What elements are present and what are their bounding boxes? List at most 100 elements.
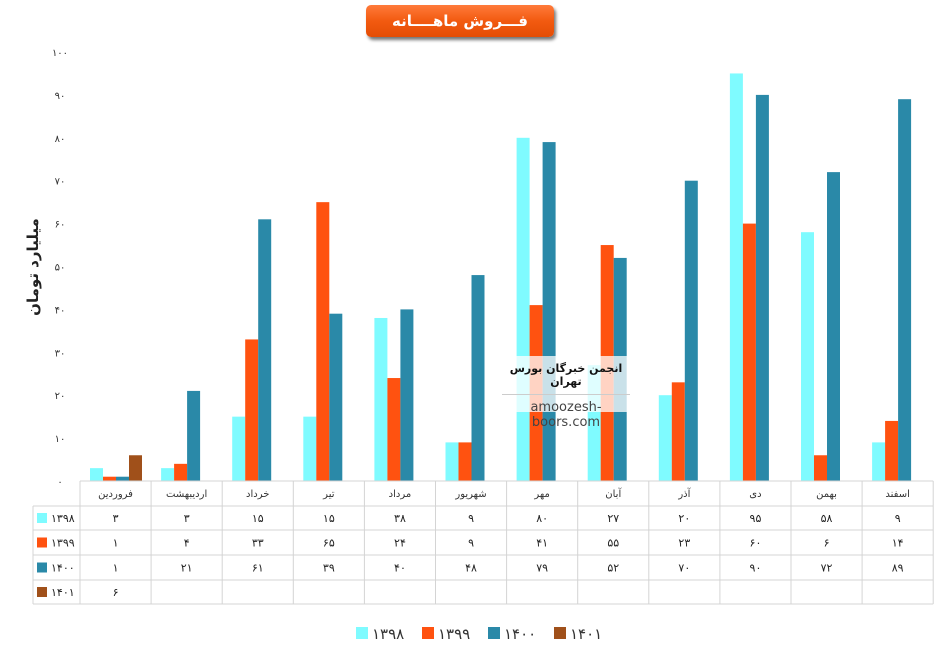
bar-۱۳۹۸-اسفند	[872, 442, 886, 481]
data-label: ۳۸	[394, 512, 406, 525]
y-tick-label: ۱۰	[55, 434, 66, 445]
legend-label: ۱۳۹۸	[372, 625, 404, 643]
data-label: ۲۰	[678, 512, 690, 525]
data-label: ۹	[468, 512, 474, 525]
x-tick-label: فروردین	[98, 489, 133, 500]
table-legend-swatch	[37, 587, 47, 597]
bar-۱۴۰۰-اسفند	[898, 99, 912, 481]
legend-swatch	[356, 627, 368, 639]
bar-۱۴۰۰-مرداد	[400, 309, 414, 481]
bar-۱۴۰۰-فروردین	[116, 476, 129, 481]
data-label: ۹۵	[750, 512, 762, 525]
data-label: ۶	[824, 537, 830, 550]
y-tick-label: ۴۰	[55, 305, 66, 316]
data-label: ۵۸	[821, 512, 833, 525]
y-tick-label: ۹۰	[55, 91, 66, 102]
data-label: ۴۸	[465, 562, 477, 575]
data-label: ۶۰	[750, 537, 762, 550]
bar-۱۴۰۰-آذر	[684, 180, 698, 481]
bar-۱۳۹۸-مرداد	[374, 317, 388, 481]
data-label: ۴	[184, 537, 190, 550]
bar-۱۳۹۹-فروردین	[103, 476, 116, 481]
bar-۱۳۹۸-تیر	[303, 416, 317, 481]
table-series-label: ۱۳۹۸	[51, 512, 75, 525]
bar-۱۳۹۹-تیر	[316, 202, 330, 481]
y-tick-label: ۸۰	[55, 134, 66, 145]
data-label: ۱۴	[892, 537, 904, 550]
data-label: ۱۵	[252, 512, 264, 525]
bar-۱۳۹۸-شهریور	[445, 442, 459, 481]
y-tick-label: ۵۰	[55, 263, 66, 274]
data-label: ۵۲	[607, 562, 619, 575]
x-tick-label: اردیبهشت	[166, 489, 207, 500]
bar-۱۴۰۰-دی	[755, 94, 769, 482]
bar-۱۳۹۸-بهمن	[801, 232, 814, 481]
x-tick-label: اسفند	[885, 489, 909, 500]
x-tick-label: بهمن	[816, 489, 837, 500]
x-tick-label: تیر	[322, 489, 335, 500]
watermark: انجمن خبرگان بورس تهران amoozesh-boors.c…	[502, 356, 630, 430]
x-tick-label: آبان	[605, 487, 622, 500]
table-series-label: ۱۴۰۰	[51, 562, 75, 575]
data-label: ۹۰	[750, 562, 762, 575]
data-label: ۸۰	[536, 512, 548, 525]
x-tick-label: مهر	[533, 489, 549, 500]
table-series-label: ۱۴۰۱	[51, 586, 75, 599]
legend-label: ۱۳۹۹	[438, 625, 470, 643]
data-label: ۷۰	[678, 562, 690, 575]
y-tick-label: ۶۰	[55, 220, 66, 231]
data-label: ۳	[184, 512, 190, 525]
x-tick-label: مرداد	[389, 489, 412, 500]
y-tick-label: ۳۰	[55, 348, 66, 359]
data-label: ۳۳	[252, 537, 264, 550]
data-label: ۹	[895, 512, 901, 525]
bar-۱۳۹۹-شهریور	[458, 442, 472, 481]
bar-۱۳۹۸-آذر	[658, 395, 672, 481]
data-label: ۳۹	[323, 562, 335, 575]
x-tick-label: دی	[749, 489, 761, 500]
table-series-label: ۱۳۹۹	[51, 537, 75, 550]
bar-۱۳۹۹-آذر	[671, 382, 685, 481]
bar-۱۴۰۰-اردیبهشت	[187, 390, 201, 481]
watermark-url: amoozesh-boors.com	[530, 400, 602, 430]
table-legend-swatch	[37, 513, 47, 523]
data-label: ۷۲	[821, 562, 833, 575]
legend-label: ۱۴۰۰	[504, 625, 536, 643]
data-label: ۳	[113, 512, 119, 525]
bar-۱۳۹۹-اسفند	[885, 420, 899, 481]
y-tick-label: ۲۰	[55, 391, 66, 402]
watermark-title: انجمن خبرگان بورس تهران	[502, 356, 630, 395]
table-legend-swatch	[37, 562, 47, 573]
bar-۱۳۹۹-دی	[742, 223, 756, 481]
data-label: ۶۵	[323, 537, 335, 550]
data-label: ۴۰	[394, 562, 406, 575]
data-label: ۲۳	[678, 537, 690, 550]
data-label: ۲۷	[607, 512, 619, 525]
y-tick-label: ۷۰	[55, 177, 66, 188]
data-label: ۶	[113, 586, 119, 599]
data-label: ۱۵	[323, 512, 335, 525]
data-label: ۹	[468, 537, 474, 550]
bar-۱۳۹۸-دی	[729, 73, 743, 481]
y-tick-label: ۰	[57, 477, 62, 488]
data-label: ۵۵	[607, 537, 619, 550]
bar-۱۴۰۰-خرداد	[258, 219, 272, 481]
bar-۱۴۰۱-فروردین	[129, 455, 142, 481]
chart-title: فـــروش ماهــــانه قــــچار	[366, 5, 554, 62]
data-label: ۱	[113, 537, 119, 550]
x-tick-label: خرداد	[246, 489, 269, 500]
data-label: ۲۴	[394, 537, 406, 550]
bar-۱۳۹۸-فروردین	[90, 468, 103, 481]
data-label: ۶۱	[252, 562, 264, 575]
bar-۱۴۰۰-تیر	[329, 313, 343, 481]
legend-label: ۱۴۰۱	[570, 625, 602, 643]
data-label: ۴۱	[536, 537, 548, 550]
bar-۱۳۹۹-مرداد	[387, 378, 401, 481]
bar-۱۳۹۸-اردیبهشت	[161, 468, 175, 481]
bar-۱۳۹۹-خرداد	[245, 339, 259, 481]
data-label: ۱	[113, 562, 119, 575]
bar-۱۴۰۰-شهریور	[471, 275, 485, 481]
data-label: ۲۱	[181, 562, 193, 575]
table-legend-swatch	[37, 537, 47, 548]
